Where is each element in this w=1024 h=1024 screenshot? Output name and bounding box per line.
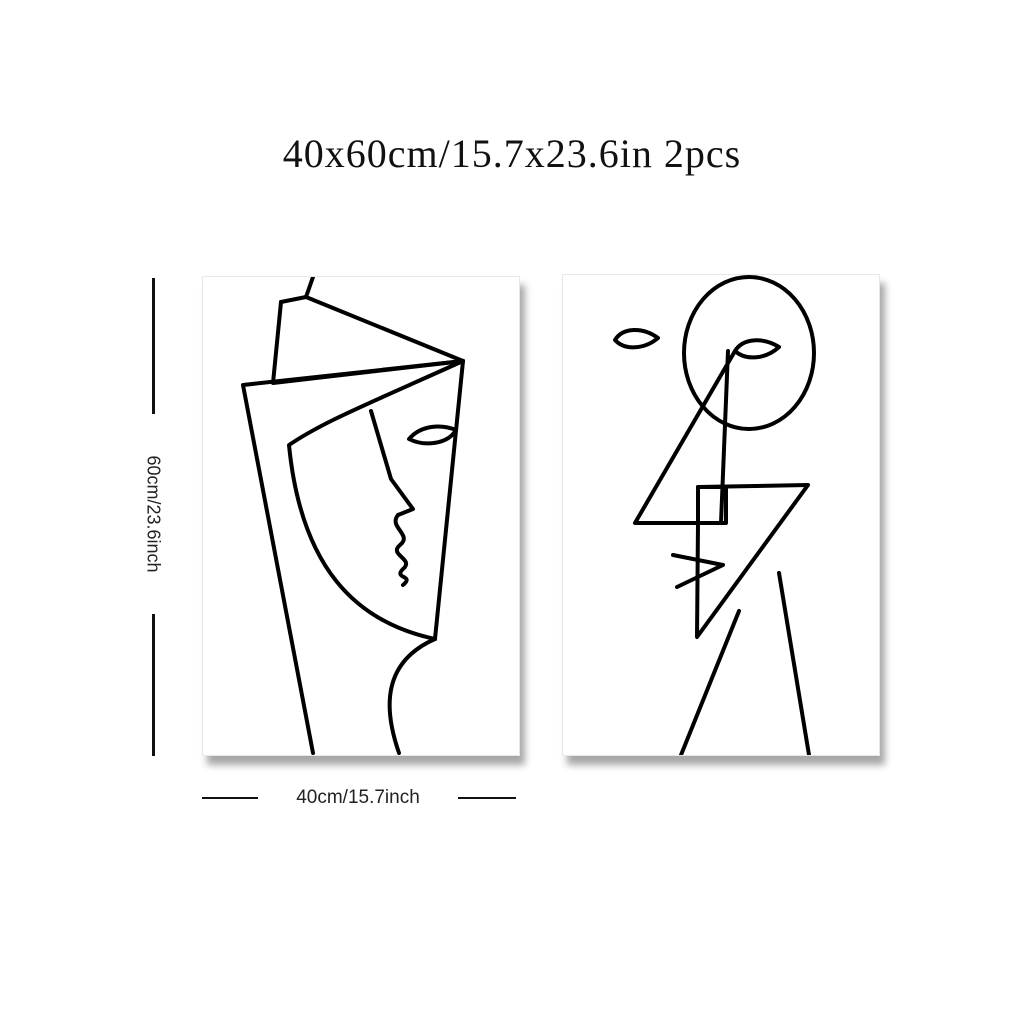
width-dimension-line-right: [458, 797, 516, 799]
product-size-title: 40x60cm/15.7x23.6in 2pcs: [282, 131, 742, 176]
height-dimension-line-top: [152, 278, 155, 414]
width-dimension-line-left: [202, 797, 258, 799]
line-art-face-right: [613, 275, 816, 755]
width-dimension-label: 40cm/15.7inch: [296, 787, 420, 808]
height-dimension-label: 60cm/23.6inch: [143, 455, 164, 573]
height-dimension-line-bottom: [152, 614, 155, 756]
canvas-print-right: [562, 274, 880, 756]
canvas-print-left: [202, 276, 520, 756]
line-art-face-left: [241, 277, 465, 755]
